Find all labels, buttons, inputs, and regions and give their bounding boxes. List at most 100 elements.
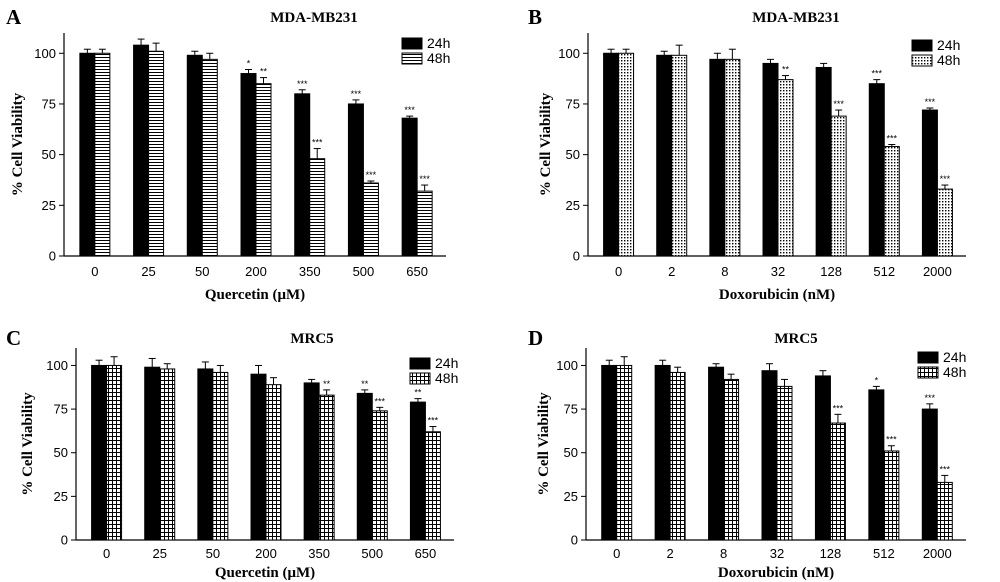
significance-label: ** [323, 379, 331, 389]
bar-24h-200 [250, 373, 267, 541]
chart-title: MRC5 [774, 331, 817, 347]
x-tick-label: 500 [361, 546, 383, 561]
significance-label: *** [833, 99, 844, 109]
significance-label: *** [872, 69, 883, 79]
x-tick-label: 50 [195, 264, 209, 279]
y-tick-label: 25 [566, 198, 580, 213]
x-tick-label: 8 [720, 546, 727, 561]
bar-48h-200 [255, 83, 272, 257]
bar-24h-350 [294, 93, 311, 257]
y-tick-label: 75 [566, 96, 580, 111]
x-axis-label: Doxorubicin (nM) [718, 565, 834, 581]
bar-48h-0 [94, 52, 111, 257]
bar-24h-8 [708, 366, 725, 541]
y-tick-label: 75 [42, 96, 56, 111]
bar-48h-2000 [936, 481, 953, 541]
panel-letter: A [6, 5, 22, 29]
legend-label-48h: 48h [937, 52, 960, 68]
x-tick-label: 50 [206, 546, 220, 561]
bar-48h-2 [671, 54, 688, 257]
significance-label: ** [361, 379, 369, 389]
chart-title: MDA-MB231 [270, 10, 357, 26]
bar-48h-25 [159, 368, 176, 541]
y-tick-label: 100 [34, 46, 56, 61]
legend-swatch-48h [409, 372, 431, 385]
legend-swatch-48h [401, 52, 423, 65]
bar-48h-650 [416, 190, 433, 257]
bar-24h-500 [347, 103, 364, 257]
x-tick-label: 0 [615, 264, 622, 279]
bar-48h-650 [424, 431, 441, 541]
y-tick-label: 25 [564, 489, 578, 504]
y-tick-label: 75 [564, 402, 578, 417]
legend-label-48h: 48h [427, 50, 450, 66]
bar-24h-0 [79, 52, 96, 257]
bar-48h-8 [724, 58, 741, 257]
bar-24h-650 [401, 117, 418, 257]
bar-48h-2 [669, 371, 686, 541]
significance-label: *** [297, 79, 308, 89]
chart-panel-d: D MRC5 0 25 50 75 100 % Cell Viability 0 2 8 32 *** 1… [528, 326, 966, 581]
significance-label: ** [782, 65, 790, 75]
x-tick-label: 8 [721, 264, 728, 279]
y-tick-label: 0 [571, 533, 578, 548]
bar-48h-128 [829, 422, 846, 541]
bar-24h-0 [603, 52, 620, 257]
significance-label: ** [260, 67, 268, 77]
y-tick-label: 50 [566, 147, 580, 162]
significance-label: * [875, 375, 879, 385]
legend-label-24h: 24h [435, 355, 458, 371]
bar-24h-2 [656, 54, 673, 257]
panel-letter: C [6, 326, 21, 350]
legend-label-24h: 24h [943, 349, 966, 365]
significance-label: *** [419, 174, 430, 184]
bar-24h-32 [762, 62, 779, 257]
bar-24h-2000 [921, 109, 938, 257]
bar-24h-350 [303, 382, 320, 541]
x-tick-label: 25 [141, 264, 155, 279]
x-tick-label: 2 [667, 546, 674, 561]
significance-label: *** [404, 105, 415, 115]
bar-24h-650 [409, 401, 426, 541]
legend-swatch-24h [409, 357, 431, 370]
x-tick-label: 500 [353, 264, 375, 279]
y-tick-label: 75 [54, 402, 68, 417]
bar-24h-50 [197, 368, 214, 541]
significance-label: *** [351, 89, 362, 99]
bar-24h-8 [709, 58, 726, 257]
chart-panel-c: C MRC5 0 25 50 75 100 % Cell Viability 0 25 50 200 *… [6, 326, 458, 581]
significance-label: *** [940, 174, 951, 184]
y-tick-label: 25 [54, 489, 68, 504]
bar-48h-50 [201, 58, 218, 257]
y-tick-label: 50 [54, 445, 68, 460]
x-tick-label: 350 [299, 264, 321, 279]
chart-title: MRC5 [290, 331, 333, 347]
x-axis-label: Quercetin (μM) [215, 565, 315, 581]
significance-label: *** [833, 403, 844, 413]
bar-24h-25 [133, 44, 150, 257]
bar-48h-0 [616, 364, 633, 541]
bar-48h-128 [830, 115, 847, 257]
x-axis-label: Doxorubicin (nM) [719, 287, 835, 303]
significance-label: *** [940, 464, 951, 474]
panel-letter: B [528, 5, 542, 29]
x-tick-label: 2000 [923, 546, 952, 561]
significance-label: *** [312, 138, 323, 148]
bar-24h-0 [91, 364, 108, 541]
bar-24h-50 [186, 54, 203, 257]
x-tick-label: 128 [820, 546, 842, 561]
y-tick-label: 0 [49, 249, 56, 264]
significance-label: *** [428, 416, 439, 426]
legend-label-48h: 48h [943, 364, 966, 380]
bar-48h-500 [371, 410, 388, 541]
chart-panel-a: A MDA-MB231 0 25 50 75 100 % Cell Viability 0 25 5… [6, 5, 450, 303]
x-tick-label: 650 [406, 264, 428, 279]
bar-48h-350 [309, 158, 326, 257]
x-axis-label: Quercetin (μM) [205, 287, 305, 303]
significance-label: *** [925, 97, 936, 107]
significance-label: ** [414, 388, 422, 398]
panel-letter: D [528, 326, 543, 350]
bar-48h-32 [777, 79, 794, 257]
significance-label: *** [886, 435, 897, 445]
